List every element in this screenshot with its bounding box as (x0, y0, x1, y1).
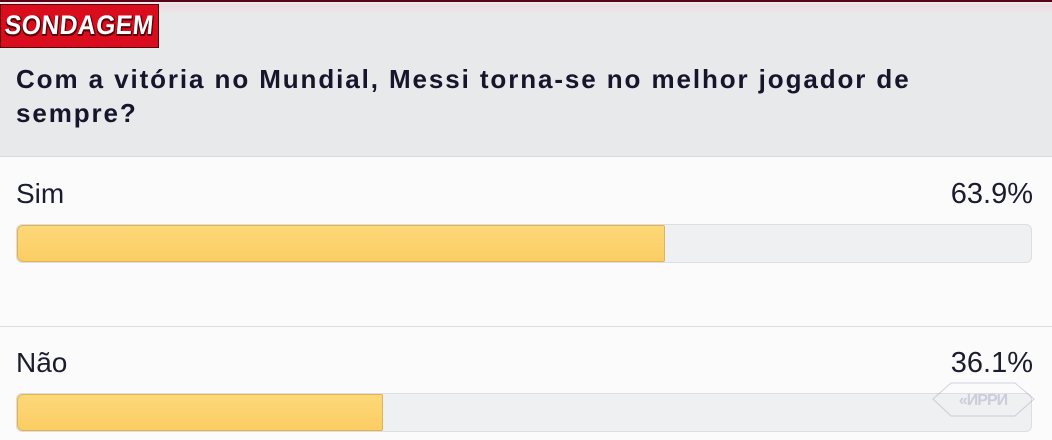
svg-text:«ИРРИ: «ИРРИ (959, 392, 1008, 409)
